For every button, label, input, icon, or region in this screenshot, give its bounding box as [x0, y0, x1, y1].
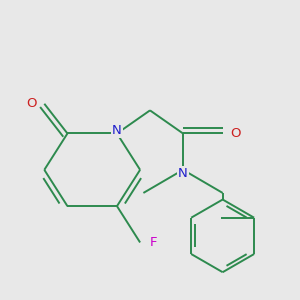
Text: N: N: [112, 124, 122, 137]
Text: F: F: [150, 236, 157, 249]
Text: O: O: [26, 97, 36, 110]
Text: N: N: [178, 167, 188, 180]
Text: O: O: [231, 127, 241, 140]
